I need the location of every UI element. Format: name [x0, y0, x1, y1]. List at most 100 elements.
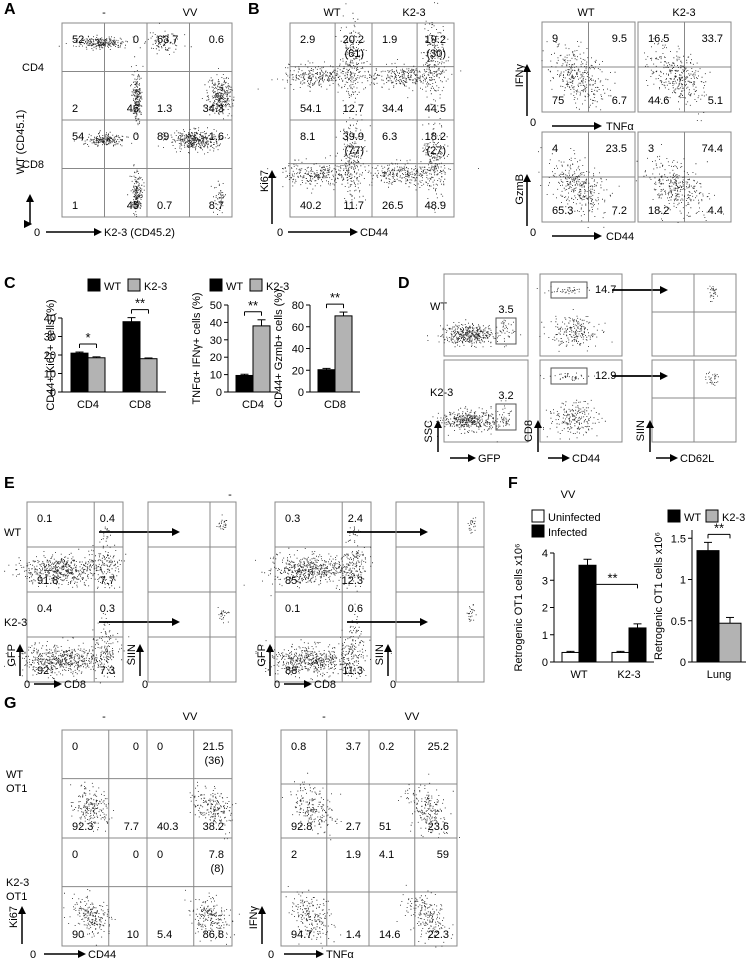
x-axis-label: GFP	[478, 453, 501, 465]
quadrant-lr-value: 44.5	[425, 103, 446, 115]
quadrant-ur-value: 0.6	[348, 603, 363, 615]
quadrant-ur-value: 2.4	[348, 513, 363, 525]
y-axis-label: Ki67	[8, 906, 20, 928]
quadrant-ul-value: 0.3	[285, 513, 300, 525]
y-axis-label: IFNγ	[248, 906, 260, 930]
col-header: WT	[323, 7, 340, 19]
event-dots	[540, 372, 595, 381]
quadrant-ll-value: 92.3	[72, 821, 93, 833]
col-header: VV	[183, 7, 198, 19]
quadrant-ll-value: 44.6	[648, 95, 669, 107]
x-tick-label: Lung	[707, 669, 731, 681]
flow-plot-b: 6.3 18.2 26.5 48.9 (27)	[350, 104, 479, 218]
flow-plot-b-right: 16.5 33.7 44.6 5.1	[637, 21, 732, 122]
quadrant-lr-value: 12.7	[343, 103, 364, 115]
flow-plot-e-siin	[395, 501, 485, 593]
row-label: K2-3	[4, 617, 27, 629]
flow-plot-e-siin	[395, 591, 485, 683]
col-header: VV	[561, 489, 576, 501]
y-axis-label: GFP	[6, 644, 18, 667]
y-tick-label: 20	[44, 350, 56, 362]
flow-plot-a: 52 0 2 46	[58, 22, 148, 135]
panel-letter: F	[508, 475, 518, 492]
significance-label: **	[135, 296, 145, 311]
col-header: WT	[577, 7, 594, 19]
x-axis-label: CD8	[64, 679, 86, 691]
flow-plot-b: 2.9 20.2 54.1 12.7 (61)	[257, 3, 373, 132]
row-label: WT	[6, 769, 23, 781]
plot-frame	[539, 273, 623, 357]
quadrant-lr-value: 38.2	[203, 821, 224, 833]
quadrant-ur-value: 25.2	[428, 741, 449, 753]
significance-label: **	[714, 520, 724, 535]
event-dots	[127, 164, 145, 217]
event-dots	[4, 637, 112, 685]
flow-plot-g: 0 7.8 5.4 86.8 (8)	[146, 837, 240, 947]
flow-plot-a: 89 1.6 0.7 8.7	[146, 119, 233, 218]
quadrant-ur-parenthetical: (8)	[211, 863, 224, 875]
flow-plot-g-right: 4.1 59 14.6 22.3	[368, 837, 458, 948]
quadrant-ur-parenthetical: (36)	[204, 755, 224, 767]
quadrant-ul-value: 0	[72, 741, 78, 753]
quadrant-ll-value: 18.2	[648, 205, 669, 217]
event-dots	[267, 155, 366, 194]
axis-origin: 0	[34, 227, 40, 239]
event-dots	[210, 180, 226, 215]
quadrant-ll-value: 40.2	[300, 200, 321, 212]
y-tick-label: 10	[210, 370, 222, 382]
gate-percentage: 12.9	[595, 370, 616, 382]
flow-plot-b-right: 3 74.4 18.2 4.4	[635, 131, 732, 223]
y-tick-label: 40	[292, 344, 304, 356]
y-tick-label: 10	[44, 369, 56, 381]
bar	[561, 651, 580, 663]
bar	[578, 564, 597, 663]
row-label: CD4	[22, 62, 44, 74]
flow-plot-e: 0.3 2.4 85 12.3	[243, 501, 373, 605]
quadrant-ur-value: 18.2	[425, 131, 446, 143]
x-axis-label: CD44	[606, 231, 634, 243]
y-axis-label: CD8	[523, 420, 535, 442]
x-axis-label: CD44	[572, 453, 600, 465]
legend-swatch	[667, 509, 681, 523]
flow-plot-a: 63.7 0.6 1.3 34.3	[139, 22, 235, 121]
flow-plot-b-right: 4 23.5 65.3 7.2	[538, 131, 636, 228]
y-axis-label: TNFα+ IFNγ+ cells (%)	[191, 292, 203, 404]
row-label: WT	[4, 527, 21, 539]
quadrant-ll-value: 88	[285, 665, 297, 677]
y-axis-label: WT (CD45.1)	[15, 110, 27, 175]
col-header: -	[102, 7, 106, 19]
gate-percentage: 3.5	[498, 304, 513, 316]
gate-box	[495, 317, 517, 345]
event-dots	[334, 540, 372, 605]
flow-plot-g-right: 0.2 25.2 51 23.6	[368, 729, 460, 839]
panel-letter: C	[4, 275, 16, 292]
y-tick-label: 50	[210, 300, 222, 312]
y-tick-label: 3	[542, 575, 548, 587]
flow-plot-b: 1.9 19.2 34.4 44.5 (30)	[359, 2, 462, 121]
quadrant-ll-value: 14.6	[379, 929, 400, 941]
event-dots	[466, 604, 477, 622]
x-tick-label: CD4	[77, 399, 99, 411]
quadrant-ul-value: 0.8	[291, 741, 306, 753]
y-tick-label: 30	[210, 335, 222, 347]
x-axis-label: K2-3 (CD45.2)	[104, 227, 175, 239]
bar	[696, 550, 720, 663]
quadrant-ur-value: 0.3	[100, 603, 115, 615]
quadrant-ul-value: 52	[72, 34, 84, 46]
legend-label: WT	[684, 512, 701, 524]
quadrant-ur-value: 33.7	[702, 33, 723, 45]
gate-percentage: 14.7	[595, 284, 616, 296]
flow-plot-g: 0 0 90 10	[61, 837, 148, 947]
quadrant-lr-value: 48.9	[425, 200, 446, 212]
quadrant-lr-value: 45	[127, 200, 139, 212]
plot-frame	[539, 359, 623, 443]
bar	[252, 325, 271, 393]
y-tick-label: 20	[292, 365, 304, 377]
row-label: OT1	[6, 891, 27, 903]
event-dots	[359, 59, 462, 99]
quadrant-ll-value: 51	[379, 821, 391, 833]
row-label: K2-3	[6, 877, 29, 889]
quadrant-ll-value: 75	[552, 95, 564, 107]
quadrant-ur-parenthetical: (77)	[344, 145, 364, 157]
quadrant-ll-value: 5.4	[157, 929, 172, 941]
